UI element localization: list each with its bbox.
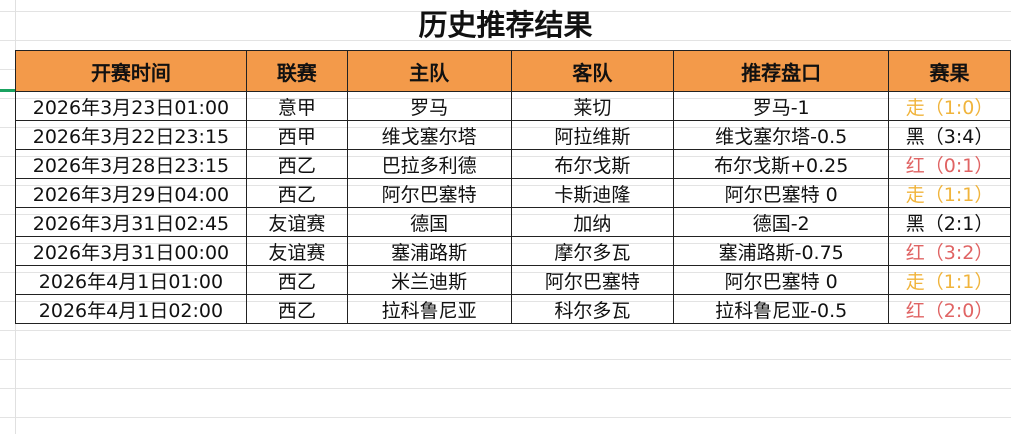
header-away[interactable]: 客队 [510,50,675,92]
cell-league[interactable]: 西乙 [245,178,348,208]
cell-result[interactable]: 走（1:1） [888,178,1011,208]
header-result[interactable]: 赛果 [888,50,1011,92]
cell-away[interactable]: 加纳 [510,207,675,237]
cell-result[interactable]: 走（1:1） [888,265,1011,295]
header-league[interactable]: 联赛 [245,50,348,92]
results-table: 开赛时间 联赛 主队 客队 推荐盘口 赛果 2026年3月23日01:00 意甲罗… [15,50,1011,324]
cell-away[interactable]: 莱切 [510,91,675,121]
table-row: 2026年4月1日01:00 西乙 米兰迪斯 阿尔巴塞特 阿尔巴塞特 0 走（1:1） [15,265,1011,295]
cell-league[interactable]: 意甲 [245,91,348,121]
header-pick[interactable]: 推荐盘口 [673,50,890,92]
cell-pick[interactable]: 阿尔巴塞特 0 [673,178,890,208]
cell-away[interactable]: 科尔多瓦 [510,294,675,324]
cell-league[interactable]: 西乙 [245,294,348,324]
cell-pick[interactable]: 阿尔巴塞特 0 [673,265,890,295]
cell-result[interactable]: 黑（2:1） [888,207,1011,237]
cell-league[interactable]: 友谊赛 [245,236,348,266]
cell-time[interactable]: 2026年3月29日04:00 [15,178,247,208]
cell-home[interactable]: 拉科鲁尼亚 [346,294,512,324]
cell-home[interactable]: 巴拉多利德 [346,149,512,179]
cell-home[interactable]: 米兰迪斯 [346,265,512,295]
cell-league[interactable]: 西乙 [245,265,348,295]
cell-time[interactable]: 2026年3月22日23:15 [15,120,247,150]
table-row: 2026年3月28日23:15 西乙 巴拉多利德 布尔戈斯 布尔戈斯+0.25 红（0:1… [15,149,1011,179]
selected-row-indicator [0,89,15,92]
cell-time[interactable]: 2026年3月31日02:45 [15,207,247,237]
cell-league[interactable]: 西甲 [245,120,348,150]
header-home[interactable]: 主队 [346,50,512,92]
table-row: 2026年3月31日02:45 友谊赛 德国 加纳 德国-2 黑（2:1） [15,207,1011,237]
cell-time[interactable]: 2026年3月28日23:15 [15,149,247,179]
cell-away[interactable]: 摩尔多瓦 [510,236,675,266]
cell-league[interactable]: 西乙 [245,149,348,179]
cell-pick[interactable]: 德国-2 [673,207,890,237]
cell-result[interactable]: 走（1:0） [888,91,1011,121]
header-time[interactable]: 开赛时间 [15,50,247,92]
table-row: 2026年4月1日02:00 西乙 拉科鲁尼亚 科尔多瓦 拉科鲁尼亚-0.5 红（2:0） [15,294,1011,324]
table-row: 2026年3月29日04:00 西乙 阿尔巴塞特 卡斯迪隆 阿尔巴塞特 0 走（1:1） [15,178,1011,208]
cell-time[interactable]: 2026年4月1日02:00 [15,294,247,324]
table-row: 2026年3月31日00:00 友谊赛 塞浦路斯 摩尔多瓦 塞浦路斯-0.75 红（3:2… [15,236,1011,266]
cell-pick[interactable]: 塞浦路斯-0.75 [673,236,890,266]
table-row: 2026年3月22日23:15 西甲 维戈塞尔塔 阿拉维斯 维戈塞尔塔-0.5 黑（3:4… [15,120,1011,150]
cell-home[interactable]: 德国 [346,207,512,237]
cell-home[interactable]: 罗马 [346,91,512,121]
cell-away[interactable]: 布尔戈斯 [510,149,675,179]
cell-result[interactable]: 黑（3:4） [888,120,1011,150]
cell-result[interactable]: 红（0:1） [888,149,1011,179]
cell-pick[interactable]: 布尔戈斯+0.25 [673,149,890,179]
cell-result[interactable]: 红（2:0） [888,294,1011,324]
header-row: 开赛时间 联赛 主队 客队 推荐盘口 赛果 [15,50,1011,92]
cell-league[interactable]: 友谊赛 [245,207,348,237]
cell-time[interactable]: 2026年3月31日00:00 [15,236,247,266]
cell-home[interactable]: 塞浦路斯 [346,236,512,266]
cell-result[interactable]: 红（3:2） [888,236,1011,266]
cell-time[interactable]: 2026年4月1日01:00 [15,265,247,295]
cell-time[interactable]: 2026年3月23日01:00 [15,91,247,121]
cell-pick[interactable]: 罗马-1 [673,91,890,121]
cell-away[interactable]: 卡斯迪隆 [510,178,675,208]
table-row: 2026年3月23日01:00 意甲 罗马 莱切 罗马-1 走（1:0） [15,91,1011,121]
cell-pick[interactable]: 维戈塞尔塔-0.5 [673,120,890,150]
cell-away[interactable]: 阿拉维斯 [510,120,675,150]
page-title: 历史推荐结果 [418,8,593,42]
cell-pick[interactable]: 拉科鲁尼亚-0.5 [673,294,890,324]
cell-home[interactable]: 维戈塞尔塔 [346,120,512,150]
cell-home[interactable]: 阿尔巴塞特 [346,178,512,208]
cell-away[interactable]: 阿尔巴塞特 [510,265,675,295]
